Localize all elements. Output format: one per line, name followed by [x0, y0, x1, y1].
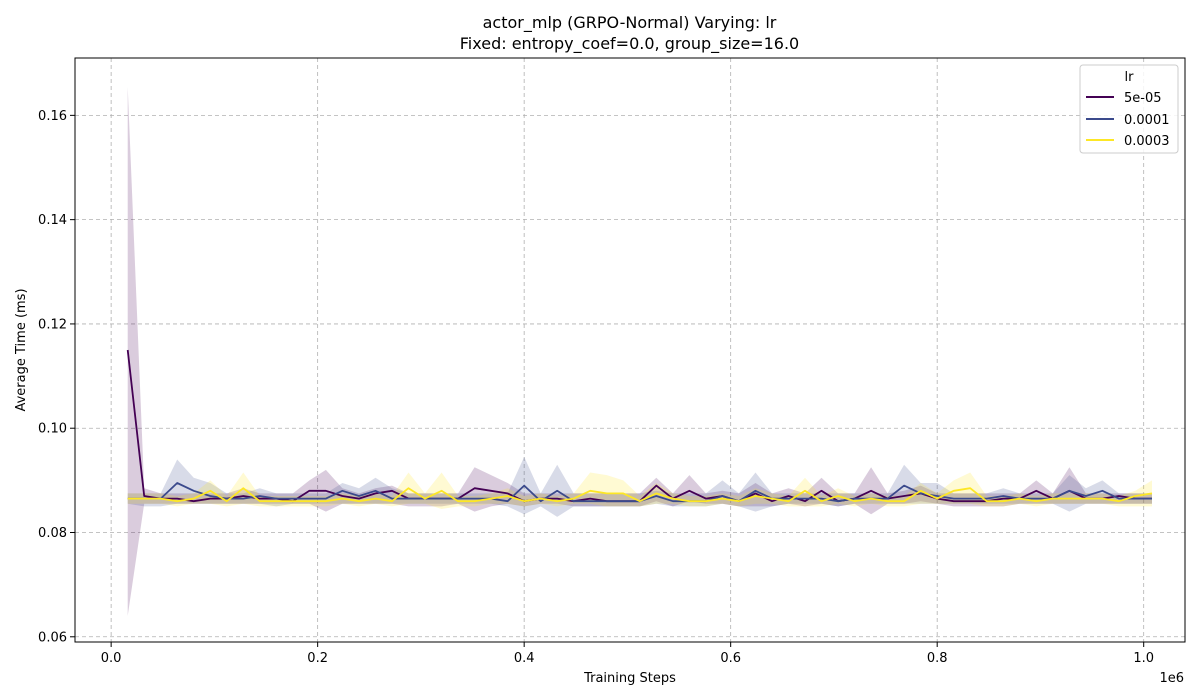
series-lines — [126, 349, 1153, 503]
axis-ticks: 0.0 0.2 0.4 0.6 0.8 1.0 0.06 0.08 0.10 0.12 0.14 0.… — [38, 109, 1154, 666]
x-axis-offset-label: 1e6 — [1159, 671, 1184, 686]
legend-box — [1079, 64, 1179, 154]
y-tick-label: 0.08 — [38, 526, 67, 541]
x-tick-label: 0.2 — [307, 651, 328, 666]
y-tick-label: 0.16 — [38, 109, 67, 124]
legend-label-0.0003: 0.0003 — [1124, 134, 1170, 149]
x-tick-label: 1.0 — [1133, 651, 1154, 666]
plot-frame — [74, 57, 1186, 643]
x-tick-label: 0.8 — [927, 651, 948, 666]
legend-label-5e-05: 5e-05 — [1124, 91, 1162, 106]
y-tick-label: 0.06 — [38, 630, 67, 645]
y-tick-label: 0.12 — [38, 317, 67, 332]
chart-title-line1: actor_mlp (GRPO-Normal) Varying: lr — [483, 13, 777, 33]
y-tick-label: 0.10 — [38, 422, 67, 437]
y-tick-label: 0.14 — [38, 213, 67, 228]
legend-title: lr — [1125, 70, 1135, 85]
x-tick-label: 0.0 — [101, 651, 122, 666]
chart-title-line2: Fixed: entropy_coef=0.0, group_size=16.0 — [460, 34, 799, 54]
x-axis-label: Training Steps — [583, 671, 676, 686]
legend-label-0.0001: 0.0001 — [1124, 113, 1170, 128]
legend: lr 5e-05 0.0001 0.0003 — [1079, 64, 1179, 154]
x-tick-label: 0.4 — [514, 651, 535, 666]
grid-lines — [75, 58, 1185, 642]
x-tick-label: 0.6 — [720, 651, 741, 666]
y-axis-label: Average Time (ms) — [14, 288, 29, 411]
series-line-0.0003 — [127, 487, 1153, 503]
